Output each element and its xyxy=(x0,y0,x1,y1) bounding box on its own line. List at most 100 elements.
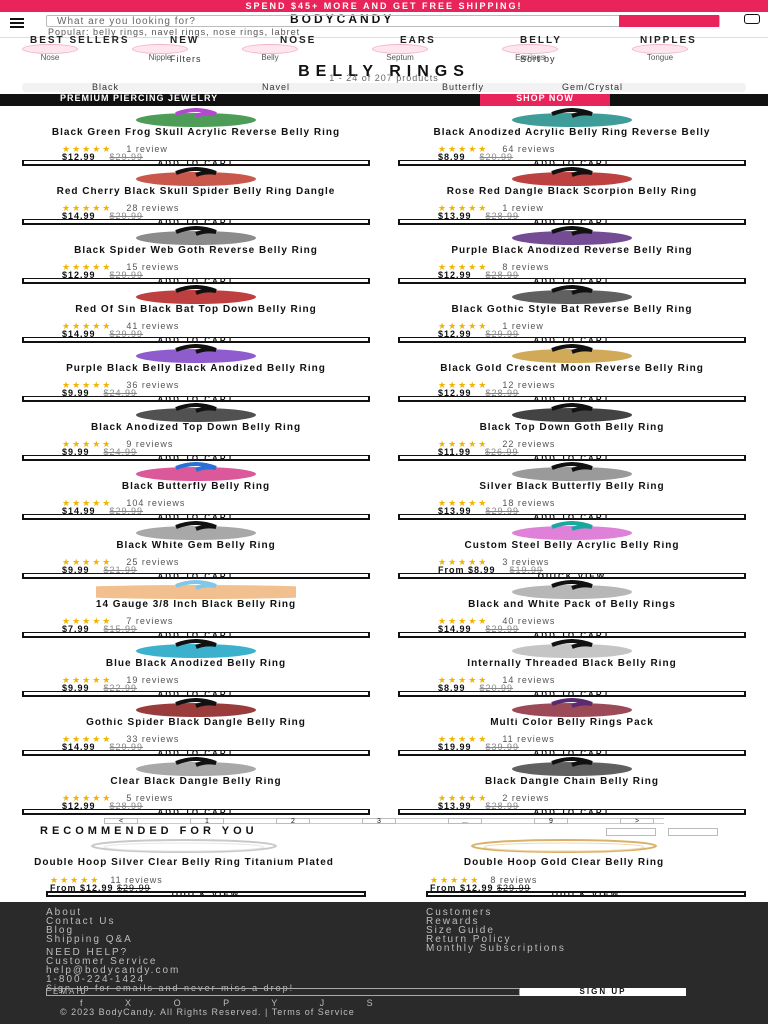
add-to-cart-button[interactable]: ADD TO CART xyxy=(398,809,746,815)
product-image[interactable] xyxy=(398,225,746,247)
youtube-icon[interactable]: Y xyxy=(271,998,298,1008)
product-image[interactable] xyxy=(398,520,746,542)
product-image[interactable] xyxy=(22,284,370,306)
help-line[interactable]: Customer Service xyxy=(46,956,158,967)
category-belly[interactable]: Belly xyxy=(230,44,310,62)
quick-view-button[interactable]: QUICK VIEW xyxy=(46,891,366,897)
product-card[interactable]: Black Green Frog Skull Acrylic Reverse B… xyxy=(22,107,370,166)
sort-button[interactable]: Sort by xyxy=(520,54,556,64)
product-name[interactable]: Clear Black Dangle Belly Ring xyxy=(110,777,282,787)
add-to-cart-button[interactable]: ADD TO CART xyxy=(398,632,746,638)
product-image[interactable] xyxy=(398,402,746,424)
footer-link[interactable]: Size Guide xyxy=(426,925,495,936)
signup-button[interactable]: SIGN UP xyxy=(520,988,686,996)
product-name[interactable]: Gothic Spider Black Dangle Belly Ring xyxy=(86,718,306,728)
help-line[interactable]: help@bodycandy.com xyxy=(46,965,181,976)
product-card[interactable]: Red Cherry Black Skull Spider Belly Ring… xyxy=(22,166,370,225)
add-to-cart-button[interactable]: QUICK VIEW xyxy=(398,573,746,579)
footer-link[interactable]: Blog xyxy=(46,925,75,936)
email-field[interactable]: EMAIL xyxy=(46,988,520,996)
x-icon[interactable]: X xyxy=(125,998,152,1008)
product-name[interactable]: Custom Steel Belly Acrylic Belly Ring xyxy=(464,541,680,551)
footer-link[interactable]: About xyxy=(46,907,83,918)
product-card[interactable]: Purple Black Belly Black Anodized Belly … xyxy=(22,343,370,402)
product-name[interactable]: Rose Red Dangle Black Scorpion Belly Rin… xyxy=(446,187,698,197)
product-card[interactable]: Black Gothic Style Bat Reverse Belly Rin… xyxy=(398,284,746,343)
add-to-cart-button[interactable]: ADD TO CART xyxy=(22,691,370,697)
product-image[interactable] xyxy=(398,756,746,778)
product-card[interactable]: Black Spider Web Goth Reverse Belly Ring… xyxy=(22,225,370,284)
add-to-cart-button[interactable]: ADD TO CART xyxy=(398,691,746,697)
recommended-card[interactable]: Double Hoop Gold Clear Belly Ring ★★★★★ 8… xyxy=(404,836,746,897)
product-image[interactable] xyxy=(398,284,746,306)
add-to-cart-button[interactable]: ADD TO CART xyxy=(398,278,746,284)
menu-icon[interactable] xyxy=(10,18,24,28)
add-to-cart-button[interactable]: ADD TO CART xyxy=(22,632,370,638)
recommended-card[interactable]: Double Hoop Silver Clear Belly Ring Tita… xyxy=(24,836,366,897)
chip[interactable]: Navel xyxy=(262,82,291,92)
page-link[interactable]: > xyxy=(620,818,654,825)
product-card[interactable]: Rose Red Dangle Black Scorpion Belly Rin… xyxy=(398,166,746,225)
add-to-cart-button[interactable]: ADD TO CART xyxy=(398,160,746,166)
recommended-name[interactable]: Double Hoop Silver Clear Belly Ring Tita… xyxy=(34,858,334,868)
product-name[interactable]: Silver Black Butterfly Belly Ring xyxy=(479,482,665,492)
add-to-cart-button[interactable]: ADD TO CART xyxy=(22,337,370,343)
chip[interactable]: Black xyxy=(92,82,120,92)
snapchat-icon[interactable]: S xyxy=(366,998,393,1008)
product-card[interactable]: Black Anodized Top Down Belly Ring ★★★★★ 9… xyxy=(22,402,370,461)
product-image[interactable] xyxy=(22,107,370,129)
product-card[interactable]: 14 Gauge 3/8 Inch Black Belly Ring ★★★★★ 7… xyxy=(22,579,370,638)
product-image[interactable] xyxy=(398,461,746,483)
product-image[interactable] xyxy=(22,225,370,247)
product-card[interactable]: Blue Black Anodized Belly Ring ★★★★★ 19 re… xyxy=(22,638,370,697)
add-to-cart-button[interactable]: ADD TO CART xyxy=(398,337,746,343)
product-card[interactable]: Multi Color Belly Rings Pack ★★★★★ 11 revi… xyxy=(398,697,746,756)
product-image[interactable] xyxy=(22,461,370,483)
product-name[interactable]: Red Of Sin Black Bat Top Down Belly Ring xyxy=(75,305,317,315)
product-card[interactable]: Black Top Down Goth Belly Ring ★★★★★ 22 re… xyxy=(398,402,746,461)
category-septum[interactable]: Septum xyxy=(360,44,440,62)
pinterest-icon[interactable]: P xyxy=(223,998,249,1008)
product-image[interactable] xyxy=(22,166,370,188)
page-link[interactable]: 3 xyxy=(362,818,396,825)
nav-item[interactable]: EARS xyxy=(400,35,436,46)
product-name[interactable]: Black Gold Crescent Moon Reverse Belly R… xyxy=(440,364,704,374)
product-image[interactable] xyxy=(22,756,370,778)
product-card[interactable]: Black Gold Crescent Moon Reverse Belly R… xyxy=(398,343,746,402)
footer-link[interactable]: Contact Us xyxy=(46,916,116,927)
help-line[interactable]: 1-800-224-1424 xyxy=(46,974,146,985)
add-to-cart-button[interactable]: ADD TO CART xyxy=(22,396,370,402)
product-card[interactable]: Clear Black Dangle Belly Ring ★★★★★ 5 revi… xyxy=(22,756,370,815)
nav-item[interactable]: BEST SELLERS xyxy=(30,35,130,46)
product-name[interactable]: 14 Gauge 3/8 Inch Black Belly Ring xyxy=(95,600,297,610)
add-to-cart-button[interactable]: ADD TO CART xyxy=(398,514,746,520)
product-name[interactable]: Internally Threaded Black Belly Ring xyxy=(467,659,677,669)
product-card[interactable]: Custom Steel Belly Acrylic Belly Ring ★★★… xyxy=(398,520,746,579)
nav-item[interactable]: NOSE xyxy=(280,35,317,46)
footer-link[interactable]: Rewards xyxy=(426,916,480,927)
product-image[interactable] xyxy=(398,579,746,601)
product-name[interactable]: Black White Gem Belly Ring xyxy=(116,541,276,551)
recommended-name[interactable]: Double Hoop Gold Clear Belly Ring xyxy=(463,858,665,868)
page-link[interactable]: < xyxy=(104,818,138,825)
product-image[interactable] xyxy=(22,343,370,365)
banner-cta[interactable]: SHOP NOW xyxy=(480,93,610,106)
add-to-cart-button[interactable]: ADD TO CART xyxy=(22,160,370,166)
product-name[interactable]: Black Gothic Style Bat Reverse Belly Rin… xyxy=(451,305,693,315)
product-name[interactable]: Blue Black Anodized Belly Ring xyxy=(105,659,287,669)
product-image[interactable] xyxy=(398,343,746,365)
product-card[interactable]: Gothic Spider Black Dangle Belly Ring ★★★… xyxy=(22,697,370,756)
product-name[interactable]: Black Spider Web Goth Reverse Belly Ring xyxy=(74,246,318,256)
product-image[interactable] xyxy=(398,638,746,660)
product-image[interactable] xyxy=(22,520,370,542)
nav-item[interactable]: NIPPLES xyxy=(640,35,697,46)
add-to-cart-button[interactable]: ADD TO CART xyxy=(398,455,746,461)
product-name[interactable]: Black Dangle Chain Belly Ring xyxy=(484,777,660,787)
search-input[interactable]: What are you looking for? xyxy=(46,15,720,27)
chip[interactable]: Gem/Crystal xyxy=(562,82,624,92)
instagram-icon[interactable]: O xyxy=(173,998,201,1008)
nav-item[interactable]: NEW xyxy=(170,35,200,46)
add-to-cart-button[interactable]: ADD TO CART xyxy=(22,573,370,579)
product-card[interactable]: Purple Black Anodized Reverse Belly Ring… xyxy=(398,225,746,284)
add-to-cart-button[interactable]: ADD TO CART xyxy=(398,219,746,225)
